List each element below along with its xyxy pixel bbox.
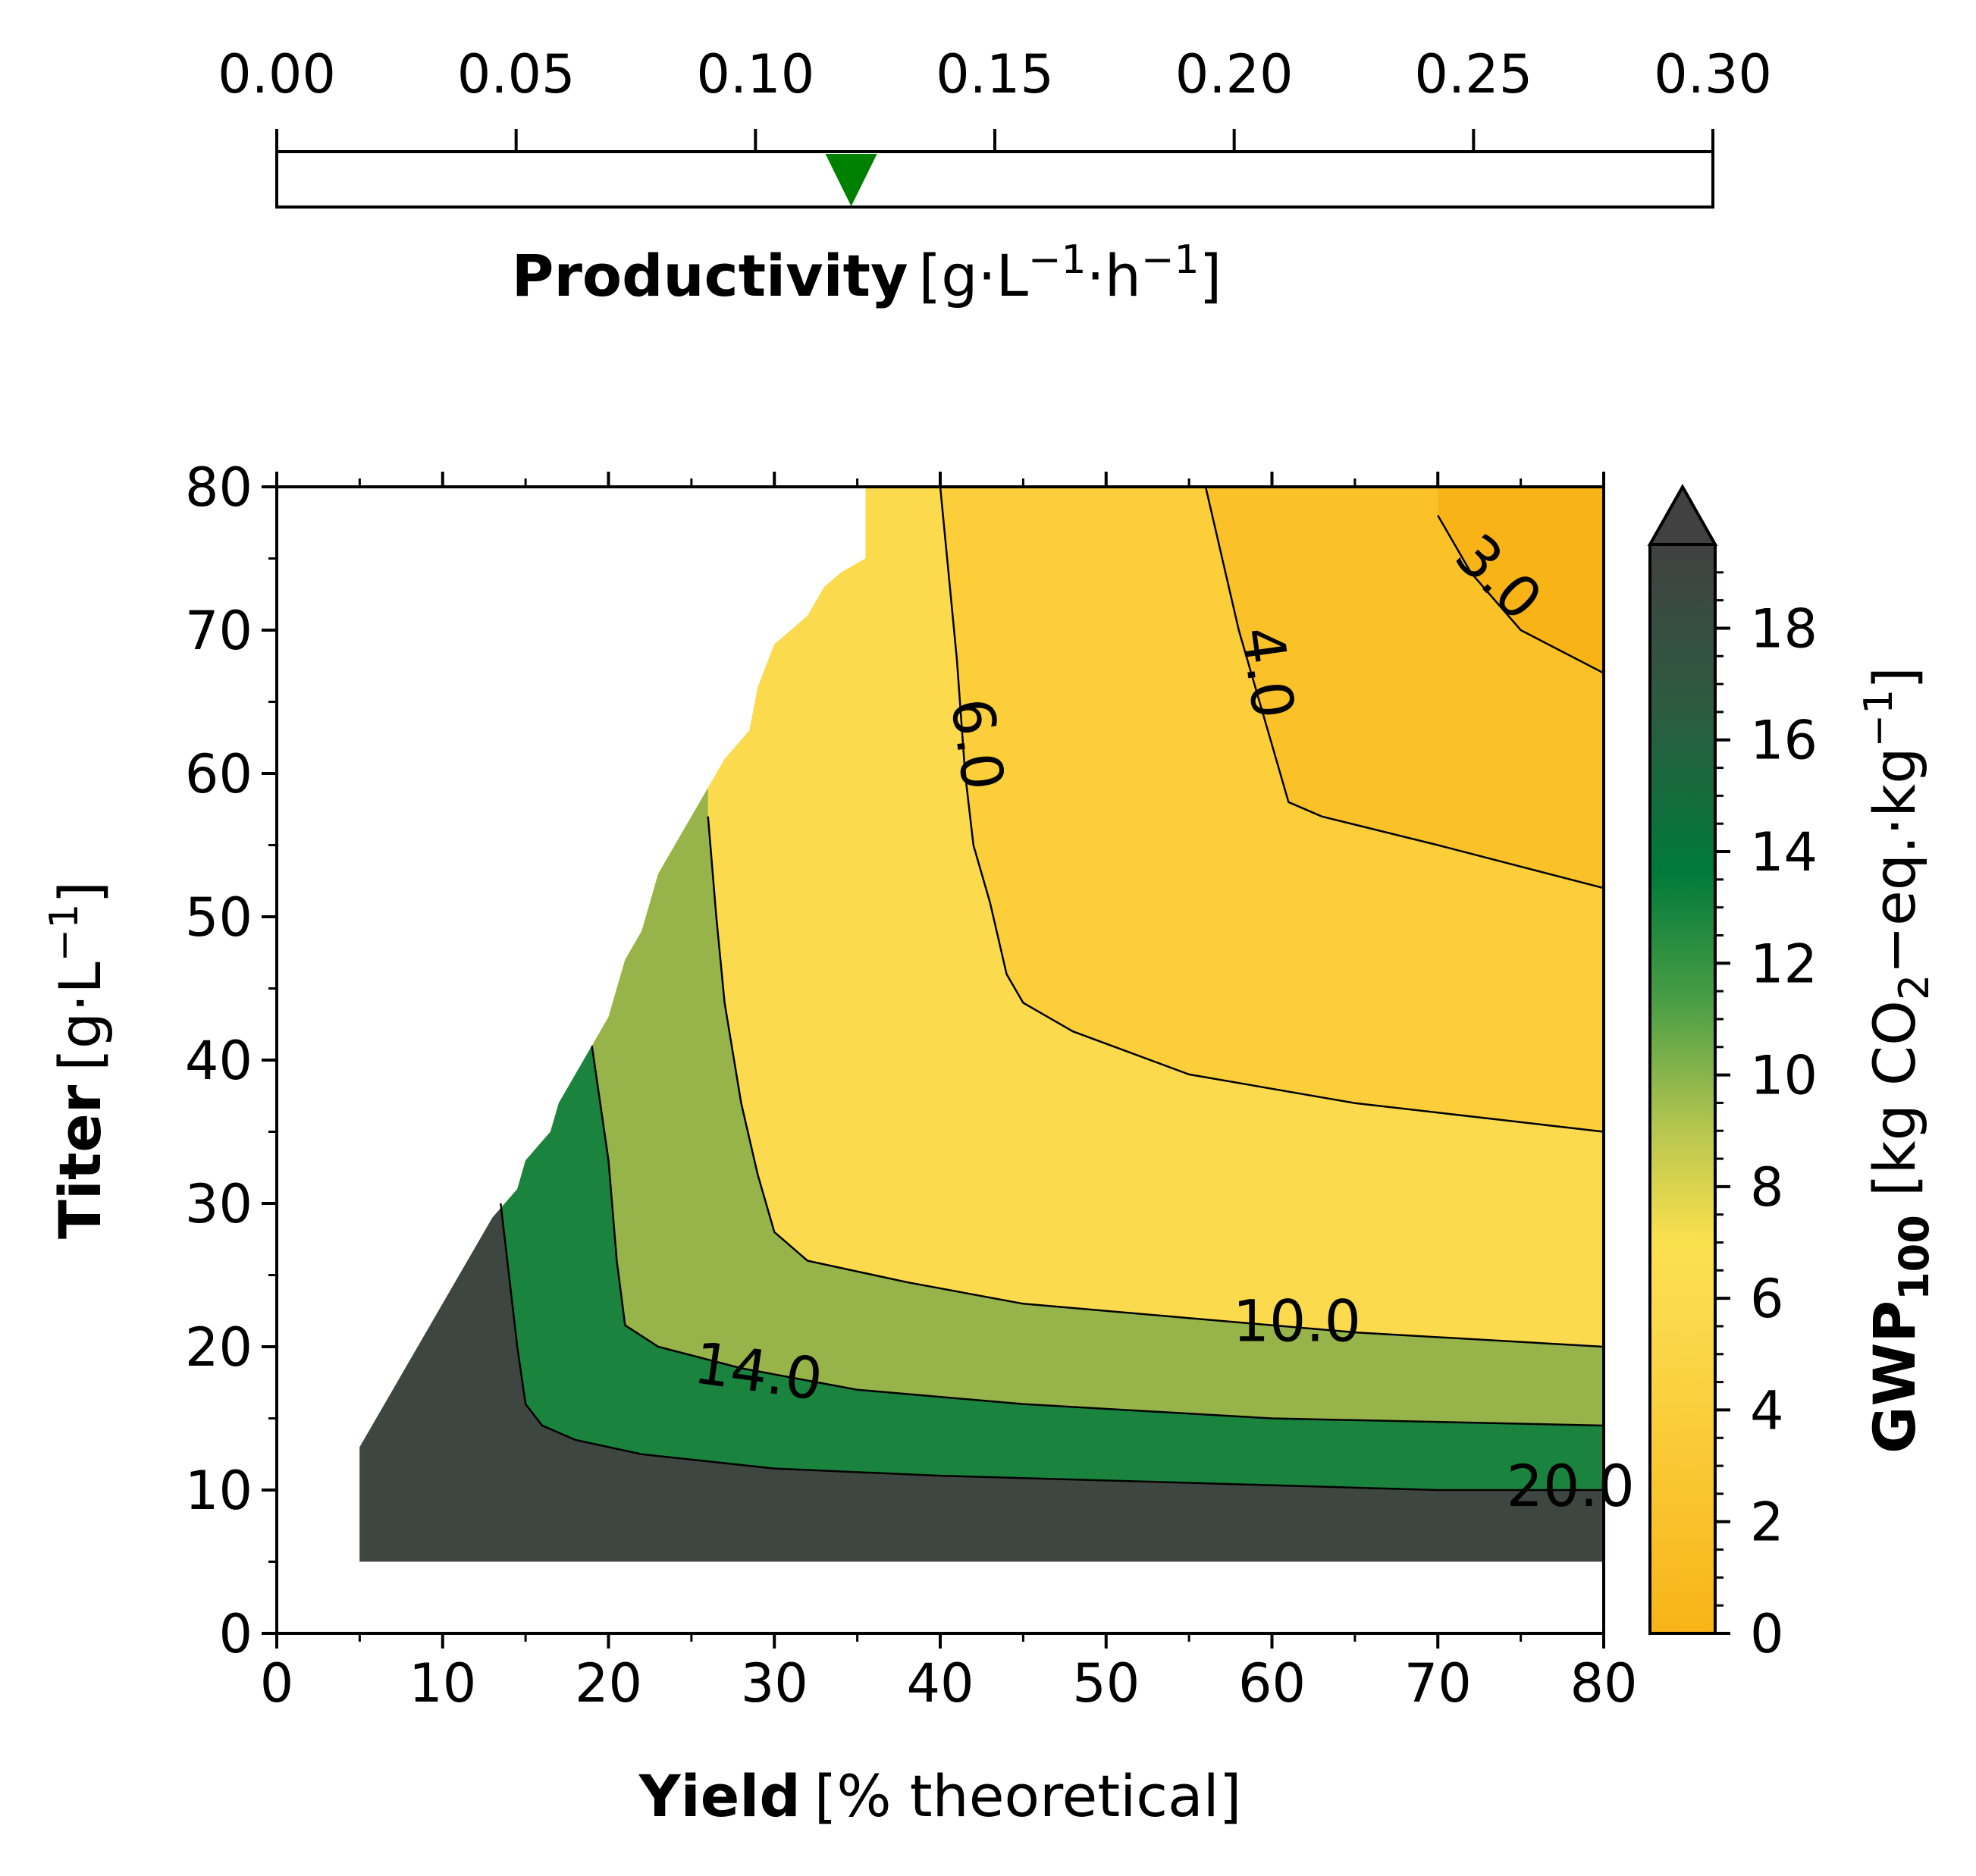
colorbar-tick-label: 8	[1750, 1156, 1784, 1219]
contour-band	[359, 487, 1604, 1562]
productivity-tick-label: 0.00	[218, 43, 336, 105]
productivity-tick-label: 0.30	[1654, 43, 1772, 105]
contour-line	[591, 1045, 1604, 1427]
colorbar-tick-label: 12	[1750, 933, 1818, 995]
region-fill	[359, 487, 1604, 1562]
y-tick-label: 20	[185, 1316, 252, 1379]
y-tick-label: 40	[185, 1030, 252, 1092]
x-tick-label: 70	[1404, 1652, 1472, 1714]
y-tick-label: 0	[218, 1603, 252, 1665]
x-tick-label: 10	[409, 1652, 476, 1714]
y-axis-ticks: 0 10 20 30 40 50 60 70 80	[185, 456, 277, 1665]
colorbar-gradient	[1650, 544, 1715, 1633]
colorbar: 0 2 4 6 8 10 12 14 16 18 GWP100 [kg CO2−eq.·kg−1]	[1647, 483, 1938, 1665]
y-tick-label: 60	[185, 743, 252, 805]
productivity-tick-label: 0.15	[936, 43, 1054, 105]
contour-label: 20.0	[1507, 1452, 1635, 1520]
colorbar-extend-arrow	[1647, 483, 1718, 546]
productivity-tick-label: 0.10	[696, 43, 814, 105]
colorbar-tick-label: 18	[1750, 598, 1818, 660]
y-tick-label: 80	[185, 456, 252, 519]
colorbar-tick-label: 16	[1750, 710, 1818, 772]
contour-label: 4.0	[1228, 623, 1308, 723]
contour-line	[500, 1203, 1604, 1492]
colorbar-tick-label: 4	[1750, 1379, 1784, 1442]
productivity-bar-frame	[275, 150, 1714, 209]
contour-line	[939, 487, 1604, 1133]
y-tick-label: 70	[185, 600, 252, 662]
productivity-tick-label: 0.20	[1175, 43, 1294, 105]
colorbar-tick-label: 10	[1750, 1045, 1818, 1107]
productivity-tick-label: 0.05	[457, 43, 576, 105]
x-tick-label: 30	[741, 1652, 808, 1714]
x-tick-label: 40	[906, 1652, 974, 1714]
productivity-ticks: 0.00 0.05 0.10 0.15 0.20 0.25 0.30	[218, 43, 1772, 152]
colorbar-tick-label: 2	[1750, 1492, 1784, 1554]
y-axis-title: Titer[g·L−1]	[42, 881, 114, 1239]
contour-label: 6.0	[938, 694, 1018, 794]
x-tick-label: 60	[1238, 1652, 1306, 1714]
x-tick-label: 20	[575, 1652, 642, 1714]
productivity-marker	[825, 154, 877, 206]
contour-lines	[500, 487, 1604, 1492]
colorbar-tick-label: 14	[1750, 821, 1818, 883]
colorbar-tick-label: 6	[1750, 1268, 1784, 1330]
colorbar-title: GWP100 [kg CO2−eq.·kg−1]	[1856, 667, 1938, 1454]
colorbar-ticks: 0 2 4 6 8 10 12 14 16 18	[1715, 571, 1818, 1665]
y-tick-label: 30	[185, 1173, 252, 1235]
productivity-axis-title: Productivity [g·L−1·h−1]	[512, 237, 1222, 309]
productivity-tick-label: 0.25	[1414, 43, 1532, 105]
x-tick-label: 50	[1072, 1652, 1140, 1714]
colorbar-frame	[1648, 544, 1717, 1635]
x-tick-label: 80	[1570, 1652, 1637, 1714]
contour-label: 10.0	[1233, 1288, 1361, 1355]
x-axis-title: Yield [% theoretical]	[638, 1762, 1242, 1830]
x-tick-label: 0	[260, 1652, 294, 1714]
productivity-bar: 0.00 0.05 0.10 0.15 0.20 0.25 0.30 Productivit…	[218, 43, 1772, 309]
x-axis-ticks: 0 10 20 30 40 50 60 70 80	[260, 472, 1638, 1714]
y-tick-label: 10	[185, 1460, 252, 1522]
colorbar-tick-label: 0	[1750, 1603, 1784, 1665]
contour-line	[1437, 515, 1604, 674]
feasible-region	[359, 487, 1604, 1562]
contour-line	[707, 816, 1604, 1348]
y-tick-label: 50	[185, 886, 252, 949]
contour-line	[1204, 487, 1604, 889]
